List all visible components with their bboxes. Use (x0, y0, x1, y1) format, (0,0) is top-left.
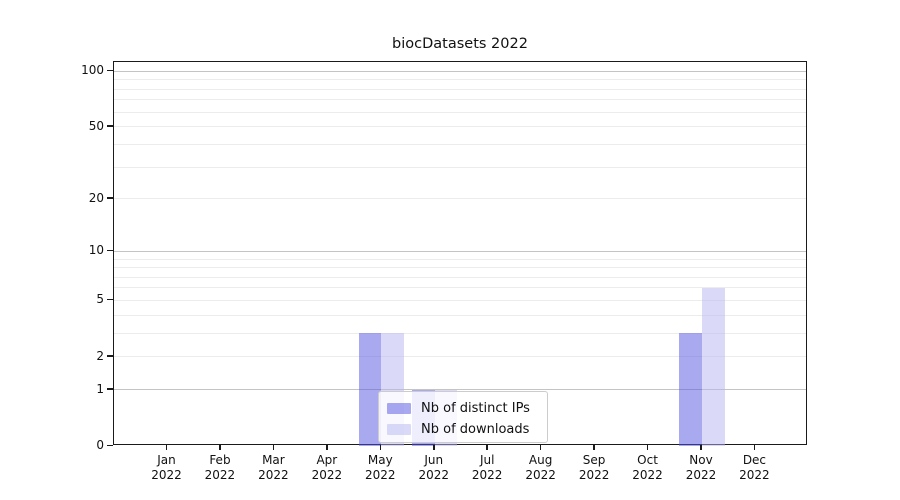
gridline-minor (114, 314, 806, 316)
x-axis-tick-label: Aug 2022 (525, 453, 556, 482)
gridline-minor (114, 198, 806, 200)
gridline-minor (114, 111, 806, 113)
y-axis-tick (107, 355, 113, 357)
y-axis-tick-label: 0 (96, 438, 104, 452)
x-axis-tick (272, 445, 275, 450)
x-axis-tick-label: Apr 2022 (311, 453, 343, 482)
gridline-minor (114, 332, 806, 334)
gridline-minor (114, 143, 806, 145)
gridline-minor (114, 287, 806, 289)
x-axis-tick-label: Jan 2022 (151, 453, 182, 482)
y-axis-tick-label: 100 (81, 63, 104, 78)
y-axis-tick (107, 125, 113, 127)
x-axis-tick (326, 445, 328, 450)
x-axis-tick (379, 445, 382, 450)
gridline-major (114, 389, 806, 391)
y-axis-tick (107, 249, 113, 252)
x-axis-tick-label: Jun 2022 (418, 453, 450, 482)
x-axis-tick (646, 445, 649, 450)
x-axis-tick (219, 445, 221, 450)
x-axis-tick-label: Mar 2022 (258, 453, 289, 482)
x-axis-tick-label: Dec 2022 (739, 453, 770, 482)
x-axis-tick (486, 445, 488, 450)
x-axis-tick (593, 445, 595, 450)
gridline-minor (114, 267, 806, 269)
x-axis-tick (700, 445, 702, 450)
y-axis-tick (107, 444, 113, 446)
y-axis-tick-label: 2 (96, 348, 104, 363)
bar-nb-of-distinct-ips (679, 333, 702, 446)
gridline-minor (114, 126, 806, 128)
x-axis-tick (165, 445, 168, 450)
y-axis-tick-label: 10 (88, 243, 104, 258)
y-axis-tick-label: 20 (88, 190, 104, 205)
gridline-minor (114, 88, 806, 90)
x-axis-tick-label: Jul 2022 (471, 453, 503, 482)
y-axis-tick-label: 5 (96, 292, 104, 307)
gridline-minor (114, 258, 806, 260)
legend-swatch-downloads-icon (387, 424, 411, 435)
gridline-minor (114, 356, 806, 358)
y-axis-tick-label: 1 (96, 381, 104, 396)
gridline-minor (114, 299, 806, 301)
y-axis-tick (107, 388, 113, 390)
legend-label-downloads: Nb of downloads (421, 422, 530, 437)
legend-label-distinct-ips: Nb of distinct IPs (421, 401, 530, 416)
bar-nb-of-downloads (702, 287, 725, 446)
gridline-major (114, 250, 806, 252)
bar-nb-of-distinct-ips (358, 333, 382, 446)
legend: Nb of distinct IPs Nb of downloads (378, 391, 548, 443)
gridline-minor (114, 166, 806, 168)
x-axis-tick (433, 445, 435, 450)
gridline-minor (114, 276, 806, 278)
y-axis-tick (107, 197, 113, 199)
x-axis-tick (539, 445, 542, 450)
y-axis-tick (107, 69, 113, 72)
x-axis-tick-label: Feb 2022 (204, 453, 236, 482)
x-axis-tick-label: May 2022 (365, 453, 396, 482)
y-axis-tick (107, 298, 113, 301)
legend-entry-distinct-ips: Nb of distinct IPs (387, 398, 539, 419)
x-axis-tick-label: Oct 2022 (632, 453, 663, 482)
x-axis-tick-label: Sep 2022 (578, 453, 610, 482)
plot-area (113, 61, 807, 446)
chart-title: biocDatasets 2022 (392, 36, 528, 52)
gridline-minor (114, 79, 806, 81)
x-axis-tick-label: Nov 2022 (685, 453, 717, 482)
gridline-minor (114, 99, 806, 101)
gridline-major (114, 70, 806, 72)
legend-entry-downloads: Nb of downloads (387, 419, 539, 440)
x-axis-tick (753, 445, 756, 450)
y-axis-tick-label: 50 (88, 118, 104, 133)
legend-swatch-distinct-ips-icon (387, 403, 411, 414)
